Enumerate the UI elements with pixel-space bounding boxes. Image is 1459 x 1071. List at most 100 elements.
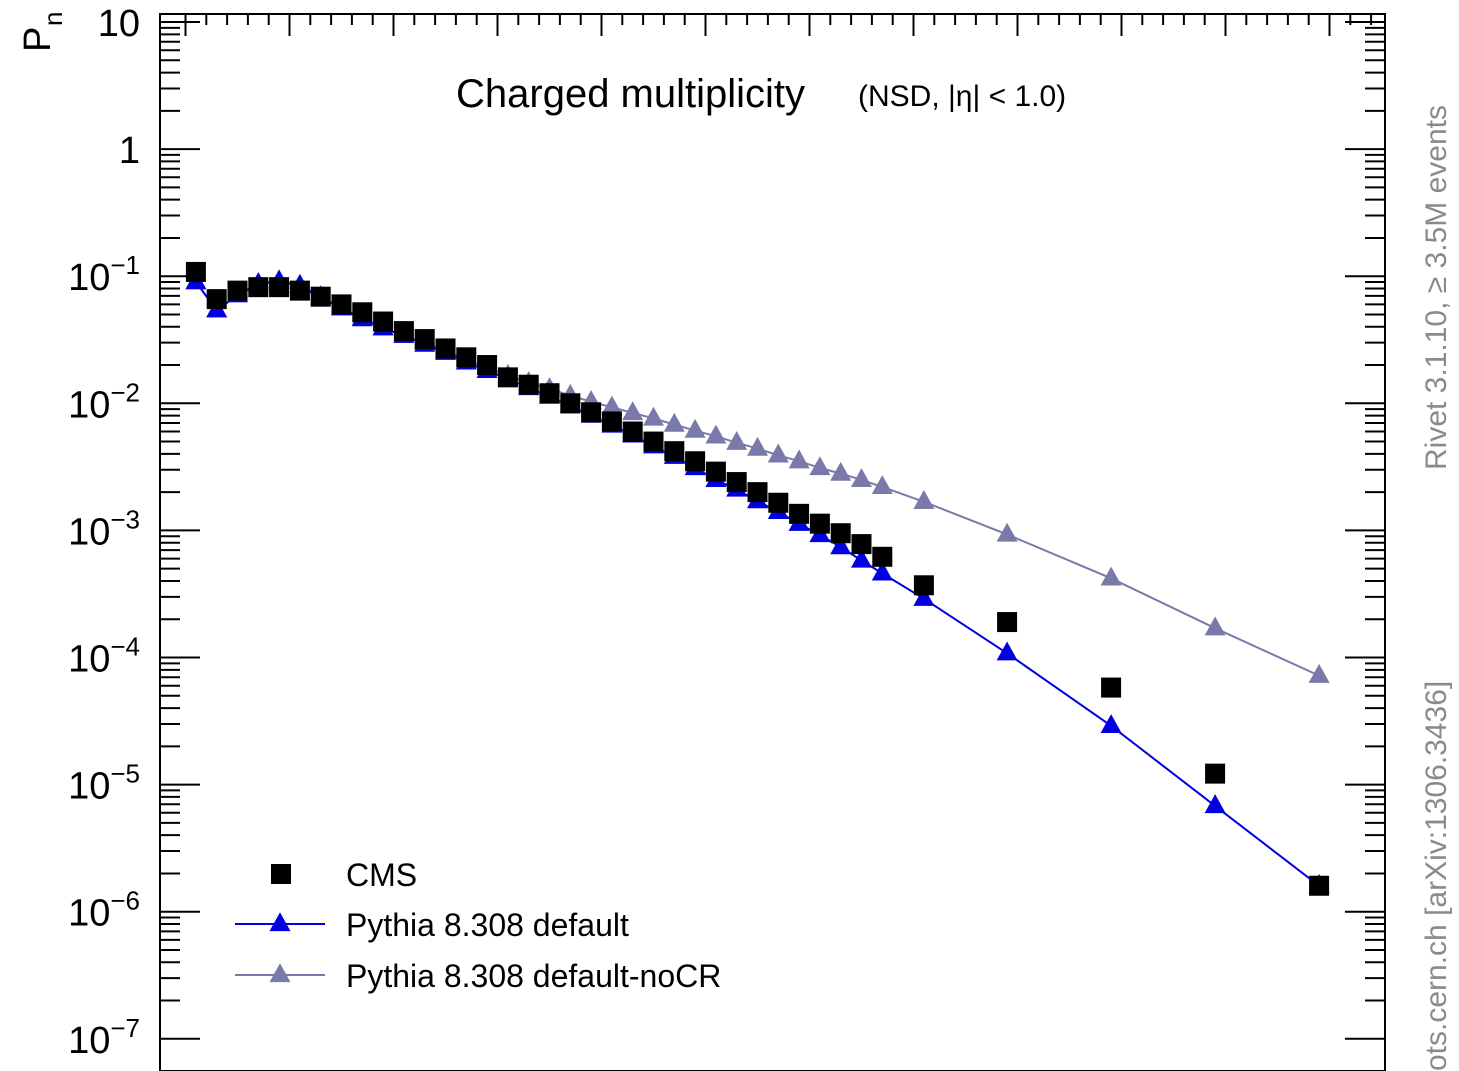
data-point-square bbox=[352, 302, 373, 323]
data-point-triangle bbox=[643, 406, 664, 426]
data-point-square bbox=[373, 311, 394, 332]
data-point-square bbox=[331, 294, 352, 315]
rivet-version-label: Rivet 3.1.10, ≥ 3.5M events bbox=[1420, 105, 1453, 470]
data-point-triangle bbox=[601, 395, 623, 415]
y-tick-exponent: −4 bbox=[110, 632, 140, 662]
series-line bbox=[195, 280, 1320, 887]
data-point-square bbox=[269, 277, 290, 298]
y-tick-base: 10 bbox=[68, 511, 110, 553]
series-pythia-8-308-default bbox=[185, 269, 1330, 893]
data-point-square bbox=[622, 421, 643, 442]
y-tick-base: 10 bbox=[68, 257, 110, 299]
data-point-triangle bbox=[913, 490, 935, 509]
data-point-square bbox=[705, 461, 726, 482]
legend-marker-square bbox=[271, 864, 291, 884]
data-point-square bbox=[185, 261, 206, 282]
data-point-triangle bbox=[830, 535, 852, 555]
chart-title: Charged multiplicity bbox=[456, 72, 805, 116]
data-point-triangle bbox=[996, 522, 1018, 542]
data-point-triangle bbox=[1204, 794, 1226, 814]
data-point-square bbox=[227, 280, 248, 301]
data-point-triangle bbox=[1204, 616, 1226, 636]
plot-frame bbox=[159, 13, 1386, 1071]
legend-marker-triangle bbox=[269, 912, 291, 932]
data-point-triangle bbox=[1100, 566, 1122, 586]
data-point-square bbox=[997, 612, 1018, 633]
y-tick-exponent: −6 bbox=[110, 886, 140, 916]
data-point-triangle bbox=[705, 424, 727, 444]
data-point-square bbox=[872, 546, 893, 567]
data-point-square bbox=[310, 286, 331, 307]
data-point-triangle bbox=[830, 461, 852, 481]
data-point-square bbox=[851, 534, 872, 555]
data-point-square bbox=[477, 355, 498, 376]
data-point-triangle bbox=[871, 475, 893, 495]
legend-label: Pythia 8.308 default-noCR bbox=[346, 958, 721, 994]
data-point-triangle bbox=[747, 436, 768, 456]
data-point-triangle bbox=[871, 561, 893, 581]
data-point-square bbox=[414, 329, 435, 350]
y-tick-base: 10 bbox=[68, 766, 110, 808]
data-point-square bbox=[768, 492, 789, 513]
data-point-square bbox=[456, 347, 477, 368]
y-tick-label: 1 bbox=[119, 130, 140, 172]
y-tick-label: 10−1 bbox=[68, 250, 140, 299]
series-cms bbox=[185, 261, 1330, 896]
chart-subtitle: (NSD, |η| < 1.0) bbox=[858, 80, 1066, 113]
y-axis-label-sub: n bbox=[38, 12, 68, 26]
data-point-triangle bbox=[851, 548, 872, 568]
chart-title-group: Charged multiplicity (NSD, |η| < 1.0) bbox=[456, 72, 1066, 116]
y-axis-label-main: P bbox=[17, 27, 59, 52]
data-point-square bbox=[560, 393, 581, 414]
series-layer bbox=[185, 261, 1330, 896]
y-tick-label: 10−6 bbox=[68, 886, 140, 935]
y-tick-label: 10−3 bbox=[68, 504, 140, 553]
y-tick-exponent: −2 bbox=[110, 377, 140, 407]
y-tick-label: 10−4 bbox=[68, 632, 140, 681]
legend-label: CMS bbox=[346, 857, 417, 893]
legend-marker-triangle bbox=[269, 963, 291, 983]
data-point-square bbox=[747, 482, 768, 503]
y-tick-label: 10−2 bbox=[68, 377, 140, 426]
data-point-square bbox=[643, 431, 664, 452]
legend-label: Pythia 8.308 default bbox=[346, 907, 629, 943]
data-point-square bbox=[685, 451, 706, 472]
data-point-square bbox=[497, 367, 518, 388]
data-point-triangle bbox=[913, 587, 935, 606]
y-tick-base: 10 bbox=[68, 384, 110, 426]
data-point-triangle bbox=[684, 418, 706, 438]
data-point-square bbox=[393, 321, 414, 342]
data-point-triangle bbox=[622, 401, 644, 421]
data-point-square bbox=[435, 338, 456, 359]
data-point-square bbox=[913, 575, 934, 596]
y-axis-label: P n bbox=[17, 12, 68, 52]
data-point-square bbox=[664, 441, 685, 462]
data-point-triangle bbox=[1308, 663, 1330, 683]
data-point-square bbox=[789, 503, 810, 524]
legend-item: Pythia 8.308 default bbox=[235, 907, 629, 943]
series-line bbox=[195, 279, 1320, 677]
data-point-triangle bbox=[788, 449, 810, 469]
data-point-triangle bbox=[851, 468, 872, 488]
data-point-square bbox=[601, 411, 622, 432]
data-point-triangle bbox=[767, 443, 789, 463]
y-tick-exponent: −1 bbox=[110, 250, 140, 280]
data-point-square bbox=[726, 472, 747, 493]
data-point-triangle bbox=[726, 430, 748, 450]
series-pythia-8-308-default-nocr bbox=[185, 269, 1330, 683]
data-point-triangle bbox=[809, 456, 831, 476]
data-point-square bbox=[248, 277, 269, 298]
plot-axes bbox=[160, 14, 1385, 1040]
data-point-square bbox=[1205, 763, 1226, 784]
y-tick-base: 10 bbox=[68, 639, 110, 681]
y-tick-base: 10 bbox=[68, 893, 110, 935]
data-point-square bbox=[830, 523, 851, 544]
data-point-square bbox=[581, 402, 602, 423]
data-point-triangle bbox=[1100, 714, 1122, 734]
y-tick-label: 10−7 bbox=[68, 1013, 140, 1062]
data-point-square bbox=[289, 280, 310, 301]
data-point-square bbox=[1309, 875, 1330, 896]
legend: CMS Pythia 8.308 default Pythia 8.308 defa… bbox=[235, 857, 721, 994]
legend-item: CMS bbox=[271, 857, 417, 893]
